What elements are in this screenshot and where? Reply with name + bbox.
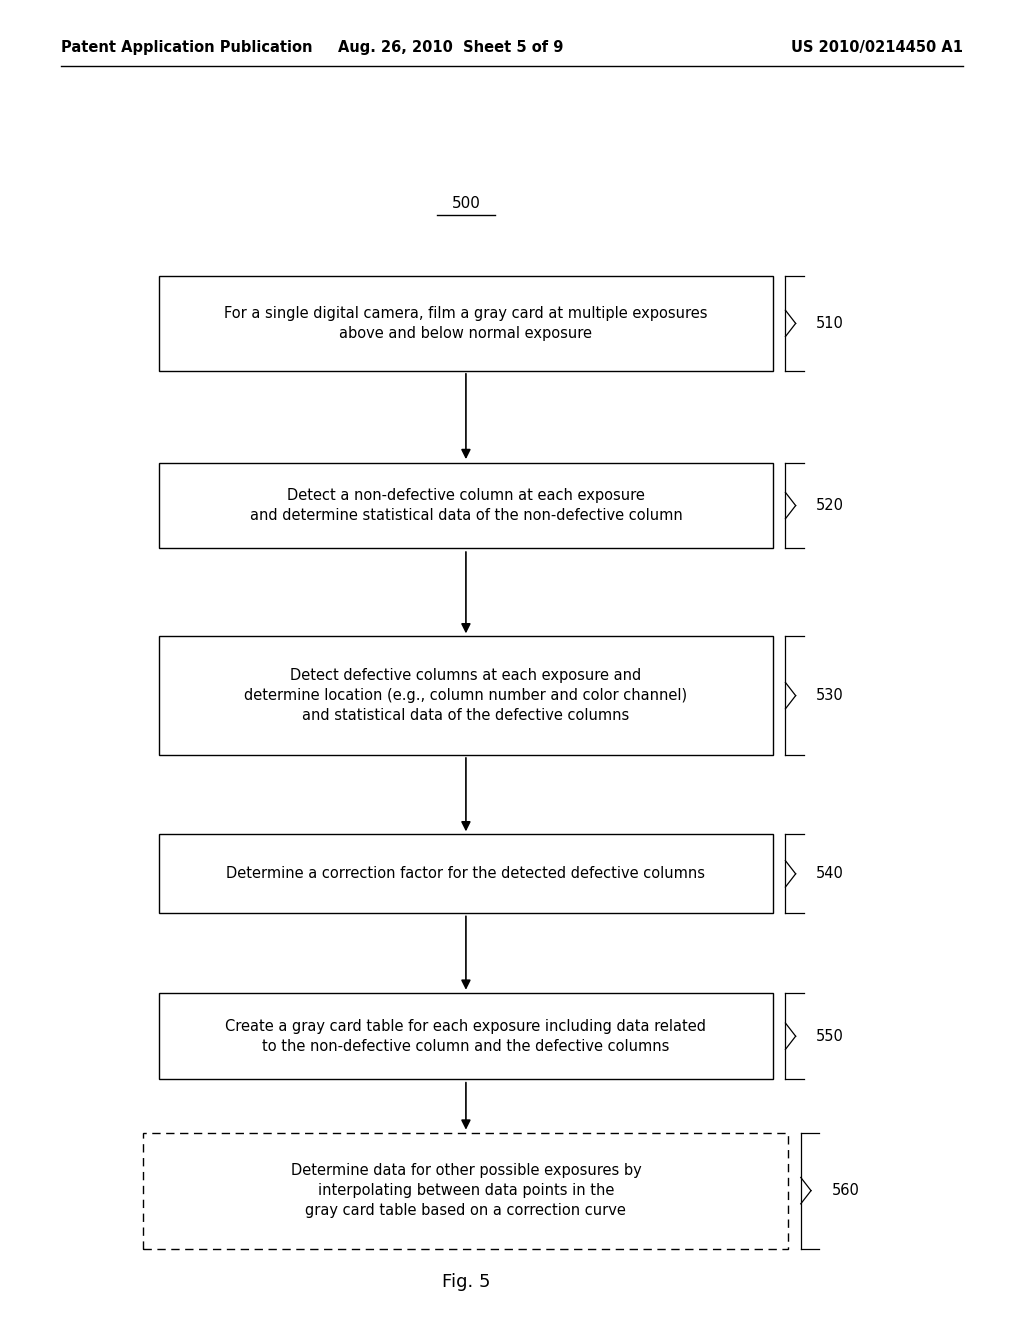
Bar xyxy=(159,636,773,755)
Text: Detect defective columns at each exposure and
determine location (e.g., column n: Detect defective columns at each exposur… xyxy=(245,668,687,723)
Bar xyxy=(143,1133,788,1249)
Text: 560: 560 xyxy=(831,1183,859,1199)
Text: Patent Application Publication: Patent Application Publication xyxy=(61,41,313,55)
Text: Create a gray card table for each exposure including data related
to the non-def: Create a gray card table for each exposu… xyxy=(225,1019,707,1053)
Text: US 2010/0214450 A1: US 2010/0214450 A1 xyxy=(791,41,963,55)
Text: For a single digital camera, film a gray card at multiple exposures
above and be: For a single digital camera, film a gray… xyxy=(224,306,708,341)
Bar xyxy=(159,276,773,371)
Bar xyxy=(159,462,773,549)
Text: 550: 550 xyxy=(816,1028,844,1044)
Text: Detect a non-defective column at each exposure
and determine statistical data of: Detect a non-defective column at each ex… xyxy=(250,488,682,523)
Text: 520: 520 xyxy=(816,498,844,513)
Text: Determine a correction factor for the detected defective columns: Determine a correction factor for the de… xyxy=(226,866,706,882)
Text: 500: 500 xyxy=(452,197,480,211)
Text: Aug. 26, 2010  Sheet 5 of 9: Aug. 26, 2010 Sheet 5 of 9 xyxy=(338,41,563,55)
Text: Determine data for other possible exposures by
interpolating between data points: Determine data for other possible exposu… xyxy=(291,1163,641,1218)
Text: Fig. 5: Fig. 5 xyxy=(441,1272,490,1291)
Text: 540: 540 xyxy=(816,866,844,882)
Bar xyxy=(159,993,773,1080)
Text: 530: 530 xyxy=(816,688,844,704)
Text: 510: 510 xyxy=(816,315,844,331)
Bar xyxy=(159,834,773,913)
